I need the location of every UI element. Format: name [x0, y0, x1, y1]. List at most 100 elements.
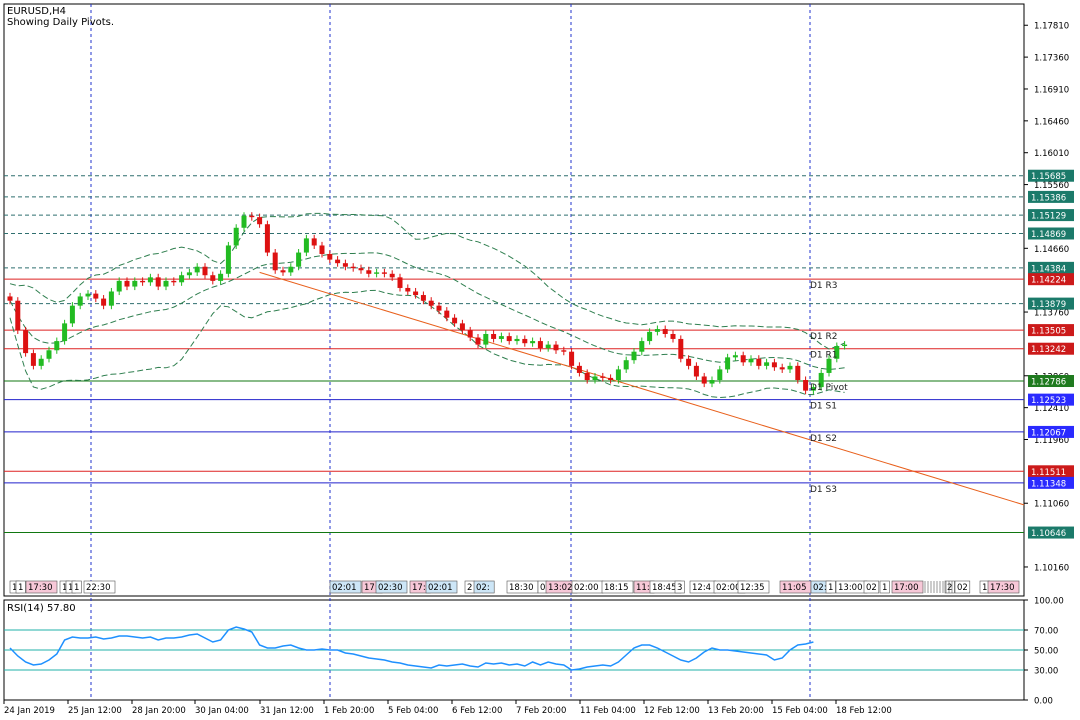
- session-time-label: 0: [540, 583, 545, 593]
- pivot-label-s1: D1 S1: [810, 402, 837, 412]
- session-time-label: 17:: [412, 583, 426, 593]
- bull-candle: [163, 280, 169, 287]
- bear-candle: [335, 259, 341, 264]
- bull-candle: [62, 323, 68, 342]
- price-tick-label: 1.17810: [1034, 22, 1069, 32]
- bear-candle: [366, 270, 372, 274]
- level-label-text: 1.12523: [1031, 396, 1066, 406]
- session-time-label: 1: [828, 583, 833, 593]
- price-tick-label: 1.10160: [1034, 563, 1069, 573]
- bear-candle: [280, 270, 286, 273]
- level-label-box: [1028, 297, 1074, 310]
- price-tick-label: 1.11060: [1034, 500, 1069, 510]
- trendline-group[interactable]: [259, 271, 1025, 506]
- bull-candle: [77, 296, 83, 306]
- bull-candle: [826, 358, 832, 373]
- level-label-box: [1028, 375, 1074, 388]
- session-time-label: 2: [467, 583, 472, 593]
- bull-candle: [288, 266, 294, 273]
- bull-candle: [85, 293, 91, 297]
- bear-candle: [459, 323, 465, 331]
- bull-candle: [483, 333, 489, 345]
- bear-candle: [795, 365, 801, 381]
- session-time-label: 11:: [636, 583, 650, 593]
- level-label-text: 1.15386: [1031, 193, 1066, 203]
- session-box: [329, 580, 362, 594]
- bear-candle: [678, 338, 684, 359]
- level-label-box: [1028, 169, 1074, 182]
- time-tick-label: 13 Feb 20:00: [708, 706, 764, 716]
- bear-candle: [436, 305, 442, 311]
- session-box: [25, 580, 58, 594]
- bull-candle: [810, 387, 816, 391]
- bull-candle: [69, 305, 75, 324]
- bull-candle: [374, 272, 380, 274]
- bull-candle: [186, 272, 192, 276]
- level-label-box: [1028, 476, 1074, 489]
- level-label-box: [1028, 342, 1074, 355]
- session-time-label: 1: [74, 583, 79, 593]
- bear-candle: [155, 277, 161, 287]
- bear-candle: [662, 329, 668, 334]
- candlesticks: [7, 212, 848, 395]
- rsi-line: [9, 626, 814, 671]
- bull-candle: [498, 336, 504, 339]
- session-box: [879, 580, 890, 594]
- level-label-text: 1.13505: [1031, 327, 1066, 337]
- session-box: [601, 580, 634, 594]
- bull-candle: [717, 369, 723, 381]
- session-box: [425, 580, 458, 594]
- bear-candle: [576, 365, 582, 373]
- bull-candle: [38, 358, 44, 366]
- level-label-box: [1028, 209, 1074, 222]
- bear-candle: [327, 253, 333, 260]
- price-tick-label: 1.14660: [1034, 245, 1069, 255]
- pivot-labels: D1 R3 D1 R2 D1 R1 D1 Pivot D1 S1 D1 S2 D1 S3: [810, 281, 848, 495]
- bear-candle: [210, 275, 216, 281]
- session-box: [83, 580, 116, 594]
- session-time-label: 17:30: [28, 583, 53, 593]
- level-label-box: [1028, 190, 1074, 203]
- session-time-label: 02: [866, 583, 877, 593]
- session-time-label: 02:01: [428, 583, 453, 593]
- rsi-tick-label: 50.00: [1034, 647, 1058, 657]
- price-tick-label: 1.13760: [1034, 309, 1069, 319]
- main-plot-area[interactable]: [3, 3, 1025, 597]
- time-tick-label: 1 Feb 20:00: [324, 706, 374, 716]
- bear-candle: [171, 280, 177, 283]
- bear-candle: [475, 337, 481, 345]
- time-tick-label: 6 Feb 12:00: [452, 706, 502, 716]
- bear-candle: [608, 377, 614, 381]
- level-label-box: [1028, 273, 1074, 286]
- bear-candle: [701, 376, 707, 384]
- session-box: [954, 580, 971, 594]
- bear-candle: [202, 266, 208, 276]
- session-time-label: 1: [12, 583, 17, 593]
- bear-candle: [23, 330, 29, 354]
- session-box: [891, 580, 924, 594]
- horizontal-levels: [4, 175, 1024, 534]
- bear-candle: [428, 300, 434, 306]
- level-label-box: [1028, 324, 1074, 337]
- time-tick-label: 7 Feb 20:00: [516, 706, 566, 716]
- descending-trendline: [259, 271, 1025, 506]
- bear-candle: [140, 280, 146, 283]
- session-time-label: 1: [62, 583, 67, 593]
- pivot-label-r1: D1 R1: [810, 351, 838, 361]
- bear-candle: [381, 272, 387, 274]
- session-time-label: 02:01: [332, 583, 357, 593]
- time-tick-label: 5 Feb 04:00: [388, 706, 438, 716]
- session-box: [15, 580, 26, 594]
- bull-candle: [732, 355, 738, 358]
- symbol-label: EURUSD,H4: [7, 6, 66, 17]
- price-tick-label: 1.16910: [1034, 85, 1069, 95]
- price-tick-label: 1.15560: [1034, 181, 1069, 191]
- time-tick-label: 30 Jan 04:00: [195, 706, 249, 716]
- session-time-label: 02:00: [716, 583, 741, 593]
- bull-candle: [787, 365, 793, 370]
- price-tick-label: 1.11960: [1034, 436, 1069, 446]
- session-time-label: 02:00: [574, 583, 599, 593]
- bull-candle: [647, 331, 653, 342]
- bear-candle: [15, 300, 21, 331]
